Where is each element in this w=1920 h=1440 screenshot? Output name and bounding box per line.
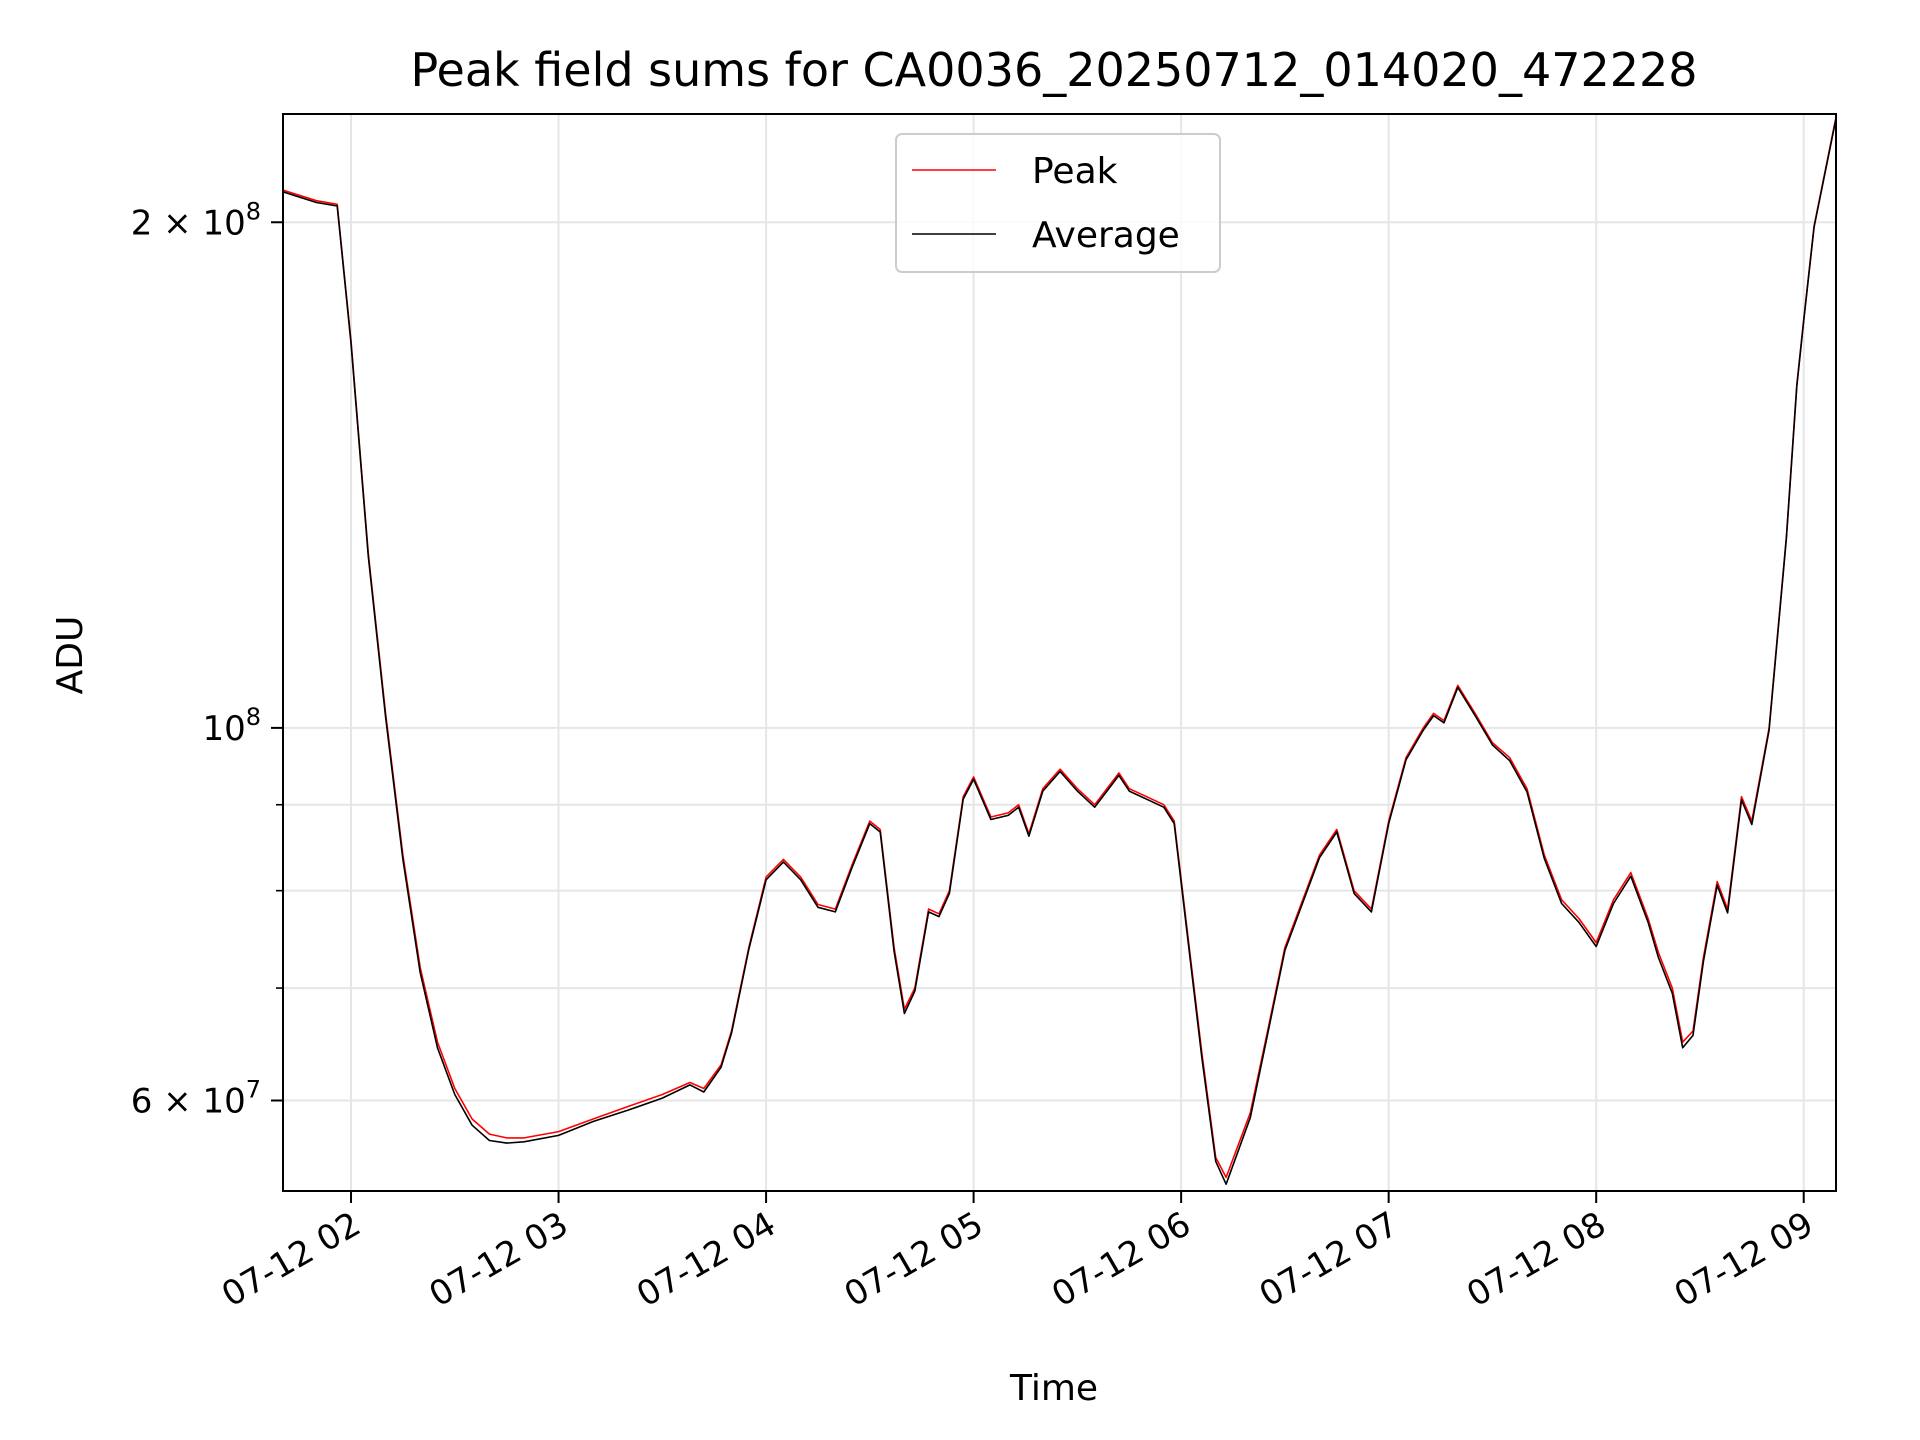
x-axis-label: Time [1009, 1368, 1098, 1409]
legend-box [895, 133, 1221, 273]
legend-label-average: Average [1032, 215, 1180, 256]
chart-title: Peak field sums for CA0036_20250712_0140… [410, 43, 1697, 97]
y-tick-label: 2 × 108 [131, 197, 261, 243]
y-tick-label: 6 × 107 [131, 1076, 261, 1122]
legend-label-peak: Peak [1032, 151, 1118, 192]
axes-frame [282, 113, 1837, 1192]
y-axis-label: ADU [50, 616, 91, 695]
series-line-peak [282, 117, 1837, 1179]
series-line-average [282, 118, 1837, 1185]
y-tick-label: 108 [202, 703, 261, 749]
